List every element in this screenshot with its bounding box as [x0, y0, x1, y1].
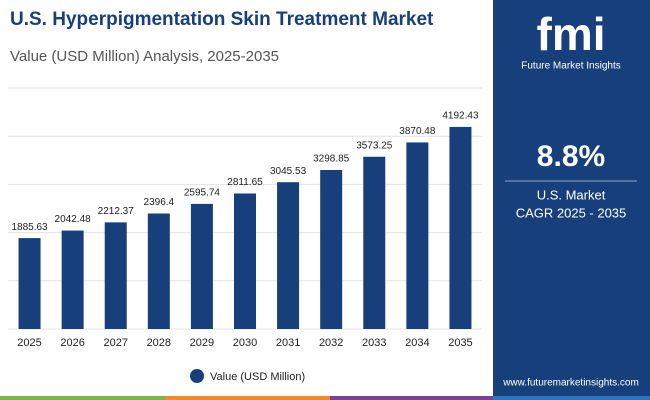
- bar: [147, 213, 170, 329]
- sidebar: [493, 0, 650, 400]
- value-label: 3573.25: [356, 140, 393, 151]
- brand: Future Market Insights: [521, 61, 620, 72]
- footer-strip: [0, 396, 165, 400]
- footer-strip: [330, 396, 493, 400]
- website: www.futuremarketinsights.com: [502, 378, 639, 389]
- x-tick-label: 2032: [319, 337, 343, 349]
- bar: [234, 193, 256, 329]
- chart-title: U.S. Hyperpigmentation Skin Treatment Ma…: [10, 9, 434, 30]
- logo: fmi: [537, 8, 606, 60]
- x-tick-label: 2033: [362, 337, 386, 349]
- value-label: 2042.48: [55, 214, 92, 225]
- bar: [190, 203, 213, 329]
- x-tick-label: 2026: [60, 337, 84, 349]
- x-tick-label: 2031: [276, 337, 300, 349]
- legend-marker: [190, 369, 204, 383]
- value-label: 3298.85: [313, 154, 350, 165]
- footer-strip: [165, 396, 330, 400]
- legend-label: Value (USD Million): [210, 371, 305, 383]
- value-label: 4192.43: [442, 111, 479, 122]
- value-label: 2212.37: [98, 206, 135, 217]
- value-label: 3045.53: [270, 166, 307, 177]
- cagr-value: 8.8%: [537, 140, 605, 173]
- x-tick-label: 2035: [448, 337, 472, 349]
- bar: [449, 126, 472, 330]
- chart-subtitle: Value (USD Million) Analysis, 2025-2035: [10, 48, 279, 65]
- x-tick-label: 2029: [190, 337, 214, 349]
- value-label: 2396.4: [144, 197, 175, 208]
- x-tick-label: 2025: [17, 337, 41, 349]
- x-tick-label: 2030: [233, 337, 257, 349]
- value-label: 1885.63: [11, 222, 48, 233]
- bar: [363, 156, 386, 329]
- bar: [320, 169, 343, 329]
- cagr-period: CAGR 2025 - 2035: [516, 205, 627, 220]
- bar: [277, 182, 300, 329]
- bar: [104, 222, 127, 329]
- x-tick-label: 2028: [147, 337, 171, 349]
- bar: [406, 142, 429, 329]
- x-tick-label: 2027: [103, 337, 127, 349]
- value-label: 2595.74: [184, 188, 221, 199]
- market-label: U.S. Market: [537, 187, 606, 202]
- bar: [61, 230, 84, 329]
- value-label: 2811.65: [227, 177, 263, 188]
- footer-strip: [493, 396, 650, 400]
- x-tick-label: 2034: [405, 337, 429, 349]
- bar: [18, 238, 41, 329]
- value-label: 3870.48: [399, 126, 436, 137]
